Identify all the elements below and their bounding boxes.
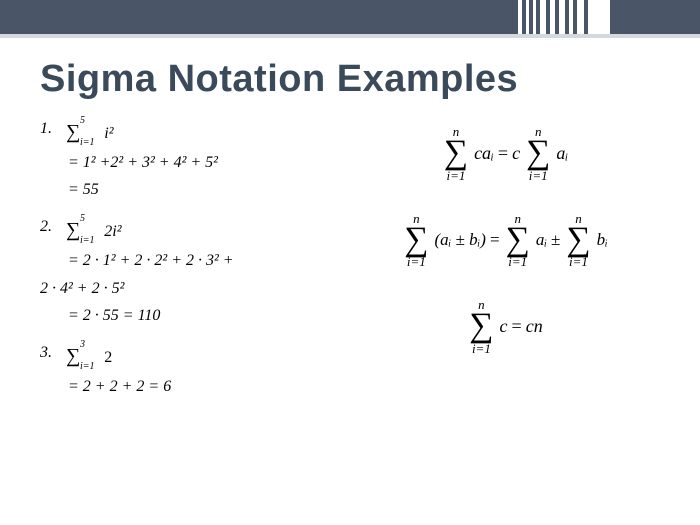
expansion-line-b: 2 · 4² + 2 · 5² xyxy=(40,275,350,302)
examples-column: 1. ∑ 5 i=1 i² = 1² +2² + 3² + 4² + 5² = … xyxy=(40,115,350,410)
term: bᵢ xyxy=(597,230,608,250)
sigma-icon: n ∑ i=1 xyxy=(506,212,530,269)
rule-constant-multiple: n ∑ i=1 caᵢ = c n ∑ i=1 aᵢ xyxy=(442,125,568,182)
result-line: = 55 xyxy=(40,176,350,203)
term: aᵢ xyxy=(556,143,568,164)
slide-title: Sigma Notation Examples xyxy=(40,58,660,101)
coefficient: c xyxy=(512,143,520,164)
rules-column: n ∑ i=1 caᵢ = c n ∑ i=1 aᵢ n ∑ i=1 xyxy=(350,115,660,410)
sigma-icon: n ∑ i=1 xyxy=(526,125,550,182)
sigma-icon: n ∑ i=1 xyxy=(469,298,493,355)
term: caᵢ xyxy=(474,143,494,164)
sigma-icon: n ∑ i=1 xyxy=(566,212,590,269)
term: aᵢ xyxy=(536,230,547,250)
rule-sum-difference: n ∑ i=1 (aᵢ ± bᵢ) = n ∑ i=1 aᵢ ± n ∑ i=1 xyxy=(402,212,608,269)
sigma-icon: n ∑ i=1 xyxy=(404,212,428,269)
sum-expression: 2i² xyxy=(104,223,121,240)
term: c xyxy=(500,316,508,337)
slide-content: Sigma Notation Examples 1. ∑ 5 i=1 i² = … xyxy=(0,38,700,430)
example-3: 3. ∑ 3 i=1 2 = 2 + 2 + 2 = 6 xyxy=(40,339,350,400)
example-number: 1. xyxy=(40,115,62,142)
example-2: 2. ∑ 5 i=1 2i² = 2 · 1² + 2 · 2² + 2 · 3… xyxy=(40,213,350,329)
plusminus-operator: ± xyxy=(551,230,560,250)
sigma-icon: ∑ 5 i=1 xyxy=(66,213,80,247)
slide-header-bar xyxy=(0,0,700,38)
result: cn xyxy=(526,316,543,337)
expansion-line: = 1² +2² + 3² + 4² + 5² xyxy=(40,149,350,176)
sigma-icon: n ∑ i=1 xyxy=(444,125,468,182)
term: (aᵢ ± bᵢ) xyxy=(434,230,486,250)
sigma-icon: ∑ 3 i=1 xyxy=(66,339,80,373)
sum-expression: 2 xyxy=(104,349,112,366)
example-number: 2. xyxy=(40,213,62,240)
header-accent xyxy=(518,0,610,34)
result-line: = 2 + 2 + 2 = 6 xyxy=(40,373,350,400)
sigma-icon: ∑ 5 i=1 xyxy=(66,115,80,149)
rule-constant-sum: n ∑ i=1 c = cn xyxy=(467,298,542,355)
expansion-line-a: = 2 · 1² + 2 · 2² + 2 · 3² + xyxy=(40,247,350,274)
example-1: 1. ∑ 5 i=1 i² = 1² +2² + 3² + 4² + 5² = … xyxy=(40,115,350,203)
sum-expression: i² xyxy=(104,125,113,142)
result-line: = 2 · 55 = 110 xyxy=(40,302,350,329)
example-number: 3. xyxy=(40,339,62,366)
